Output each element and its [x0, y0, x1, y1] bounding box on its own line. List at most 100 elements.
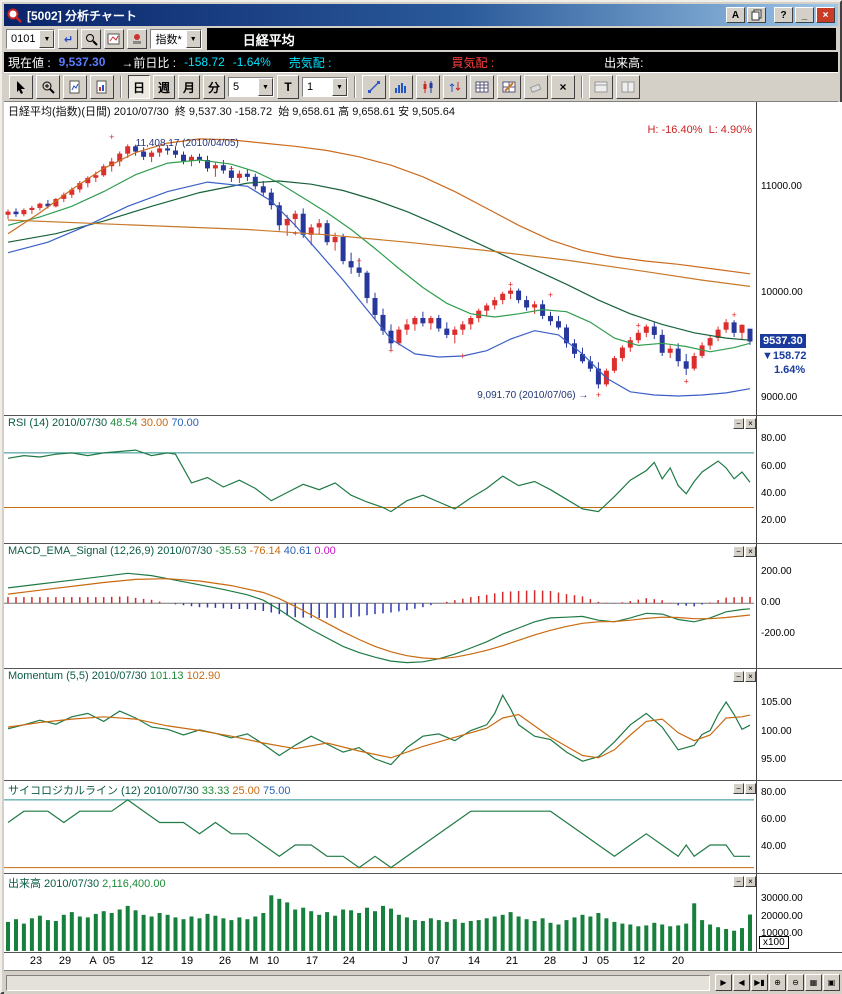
- panel-minimize-button[interactable]: −: [733, 418, 744, 429]
- momentum-plot[interactable]: [4, 669, 842, 780]
- copy-chart-button[interactable]: [63, 75, 87, 99]
- chart-toolbar: 日 週 月 分 5 ▼ T 1 ▼ ×: [4, 72, 838, 102]
- svg-text:+: +: [293, 229, 298, 239]
- svg-text:+: +: [636, 320, 641, 330]
- macd-panel[interactable]: MACD_EMA_Signal (12,26,9) 2010/07/30 -35…: [4, 543, 842, 668]
- layout-panel-button[interactable]: [589, 75, 613, 99]
- save-chart-button[interactable]: [90, 75, 114, 99]
- period-value: 5: [233, 81, 240, 93]
- rsi-header: RSI (14) 2010/07/30 48.54 30.00 70.00: [8, 417, 199, 429]
- timeframe-week-button[interactable]: 週: [153, 75, 175, 99]
- scroll-button[interactable]: ▦: [805, 974, 822, 991]
- chart-scrollbar[interactable]: ▶ ◀ ▶▮ ⊕ ⊖ ▦ ▣: [4, 970, 842, 994]
- text-tool-button[interactable]: T: [277, 75, 299, 99]
- scroll-button[interactable]: ▣: [823, 974, 840, 991]
- chevron-down-icon[interactable]: ▼: [332, 78, 347, 96]
- y-axis-label: 80.00: [761, 433, 787, 445]
- svg-text:+: +: [596, 390, 601, 400]
- copy-window-button[interactable]: [747, 7, 766, 23]
- y-axis-label: 100.00: [761, 725, 792, 737]
- header-segment: Momentum (5,5) 2010/07/30: [8, 670, 150, 682]
- zoom-button[interactable]: [36, 75, 60, 99]
- timeframe-minute-button[interactable]: 分: [203, 75, 225, 99]
- panel-close-button[interactable]: ×: [745, 671, 756, 682]
- eraser-button[interactable]: [524, 75, 548, 99]
- svg-text:+: +: [508, 279, 513, 289]
- x-axis-label: 26: [218, 955, 232, 967]
- x-axis-label: 17: [305, 955, 319, 967]
- macd-plot[interactable]: [4, 544, 842, 668]
- window-title: [5002] 分析チャート: [27, 8, 137, 23]
- scrollbar-track[interactable]: [6, 974, 710, 991]
- volume-plot[interactable]: [4, 874, 842, 952]
- current-price-tag: 9537.30: [760, 334, 806, 348]
- pointer-button[interactable]: [9, 75, 33, 99]
- panel-controls: − ×: [733, 418, 756, 429]
- layout-split-button[interactable]: [616, 75, 640, 99]
- header-segment: -76.14: [249, 545, 284, 557]
- bar-chart-button[interactable]: [389, 75, 413, 99]
- panel-close-button[interactable]: ×: [745, 876, 756, 887]
- help-button[interactable]: ?: [774, 7, 793, 23]
- minimize-button[interactable]: _: [795, 7, 814, 23]
- panel-controls: − ×: [733, 546, 756, 557]
- chart-note-button[interactable]: [104, 29, 125, 49]
- chart-annotation: 11,408.17 (2010/04/05): [135, 138, 239, 150]
- toolbar-separator: [120, 76, 122, 98]
- scroll-button[interactable]: ⊕: [769, 974, 786, 991]
- psychological-panel[interactable]: サイコロジカルライン (12) 2010/07/30 33.33 25.00 7…: [4, 780, 842, 873]
- title-bar[interactable]: [5002] 分析チャート A ? _ ×: [4, 4, 838, 26]
- timeframe-day-button[interactable]: 日: [128, 75, 150, 99]
- toolbar-separator: [581, 76, 583, 98]
- annotation-a-button[interactable]: A: [726, 7, 745, 23]
- psych-plot[interactable]: [4, 781, 842, 873]
- main-plot[interactable]: + + + + + + + + + + + +: [4, 102, 842, 415]
- close-button[interactable]: ×: [816, 7, 835, 23]
- x-axis-label: 19: [180, 955, 194, 967]
- rsi-panel[interactable]: RSI (14) 2010/07/30 48.54 30.00 70.00 − …: [4, 415, 842, 543]
- grid-table-button[interactable]: [470, 75, 494, 99]
- panel-minimize-button[interactable]: −: [733, 783, 744, 794]
- count-combo[interactable]: 1 ▼: [302, 77, 348, 97]
- grid-edit-button[interactable]: [497, 75, 521, 99]
- panel-close-button[interactable]: ×: [745, 783, 756, 794]
- header-segment: 25.00: [232, 785, 263, 797]
- main-price-panel[interactable]: 日経平均(指数)(日間) 2010/07/30 終 9,537.30 -158.…: [4, 102, 842, 415]
- code-combo[interactable]: 0101 ▼: [6, 29, 56, 49]
- grid-pencil-icon: [502, 81, 516, 93]
- chevron-down-icon[interactable]: ▼: [185, 30, 201, 48]
- trendline-tool-button[interactable]: [362, 75, 386, 99]
- scroll-button[interactable]: ▶: [715, 974, 732, 991]
- rsi-plot[interactable]: [4, 416, 842, 543]
- panel-minimize-button[interactable]: −: [733, 546, 744, 557]
- panel-close-button[interactable]: ×: [745, 546, 756, 557]
- change-label: →前日比 :: [121, 55, 177, 70]
- x-axis-label: J: [402, 955, 408, 967]
- index-type-combo[interactable]: 指数* ▼: [150, 29, 202, 49]
- header-segment: 102.90: [186, 670, 221, 682]
- arrow-marker-button[interactable]: [443, 75, 467, 99]
- symbol-name: 日経平均: [242, 32, 295, 48]
- scroll-button[interactable]: ◀: [733, 974, 750, 991]
- panel-minimize-button[interactable]: −: [733, 671, 744, 682]
- ask-label: 売気配 :: [288, 55, 332, 70]
- scroll-button[interactable]: ⊖: [787, 974, 804, 991]
- timeframe-month-button[interactable]: 月: [178, 75, 200, 99]
- scroll-button[interactable]: ▶▮: [751, 974, 768, 991]
- panel-close-button[interactable]: ×: [745, 418, 756, 429]
- stamp-button[interactable]: [127, 29, 148, 49]
- candlestick-chart-button[interactable]: [416, 75, 440, 99]
- delete-all-button[interactable]: ×: [551, 75, 575, 99]
- x-axis-labels: 23 29 A 05 12 19 26 M 10 17 24 J 07 14 21 28 J 05 12 20: [4, 952, 842, 970]
- panel-minimize-button[interactable]: −: [733, 876, 744, 887]
- return-button[interactable]: ↵: [58, 29, 79, 49]
- volume-header: 出来高 2010/07/30 2,116,400.00: [8, 875, 166, 891]
- chevron-down-icon[interactable]: ▼: [39, 30, 55, 48]
- momentum-panel[interactable]: Momentum (5,5) 2010/07/30 101.13 102.90 …: [4, 668, 842, 780]
- search-button[interactable]: [81, 29, 102, 49]
- volume-panel[interactable]: 出来高 2010/07/30 2,116,400.00 − × x100 300…: [4, 873, 842, 952]
- y-axis-label: 11000.00: [761, 181, 802, 193]
- y-axis-label: 60.00: [761, 460, 787, 472]
- period-combo[interactable]: 5 ▼: [228, 77, 274, 97]
- chevron-down-icon[interactable]: ▼: [258, 78, 273, 96]
